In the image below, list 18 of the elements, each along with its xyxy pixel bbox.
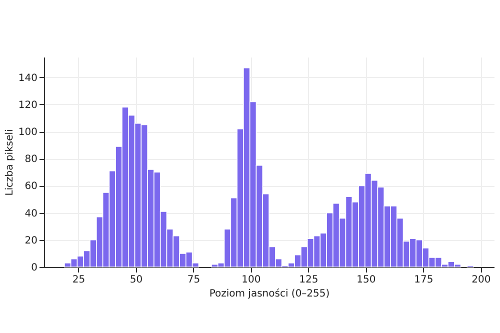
y-tick-label: 40 <box>24 208 38 220</box>
y-axis-title: Liczba pikseli <box>4 129 16 196</box>
x-tick-label: 25 <box>72 274 86 286</box>
x-tick-label: 50 <box>130 274 143 286</box>
x-tick-label: 100 <box>242 274 261 286</box>
y-tick-label: 100 <box>18 127 38 138</box>
x-tick-label: 200 <box>472 274 491 286</box>
y-tick-label: 80 <box>24 154 38 166</box>
y-tick-label: 60 <box>24 181 38 192</box>
x-tick-label: 125 <box>299 274 318 286</box>
x-tick-label: 150 <box>356 274 376 286</box>
x-tick-label: 175 <box>414 274 434 286</box>
y-tick-label: 120 <box>18 100 38 111</box>
x-tick-label: 75 <box>187 274 200 286</box>
x-axis-title: Poziom jasności (0–255) <box>209 288 330 300</box>
y-tick-label: 0 <box>31 262 38 274</box>
y-tick-label: 20 <box>24 235 38 246</box>
y-tick-label: 140 <box>18 72 38 84</box>
